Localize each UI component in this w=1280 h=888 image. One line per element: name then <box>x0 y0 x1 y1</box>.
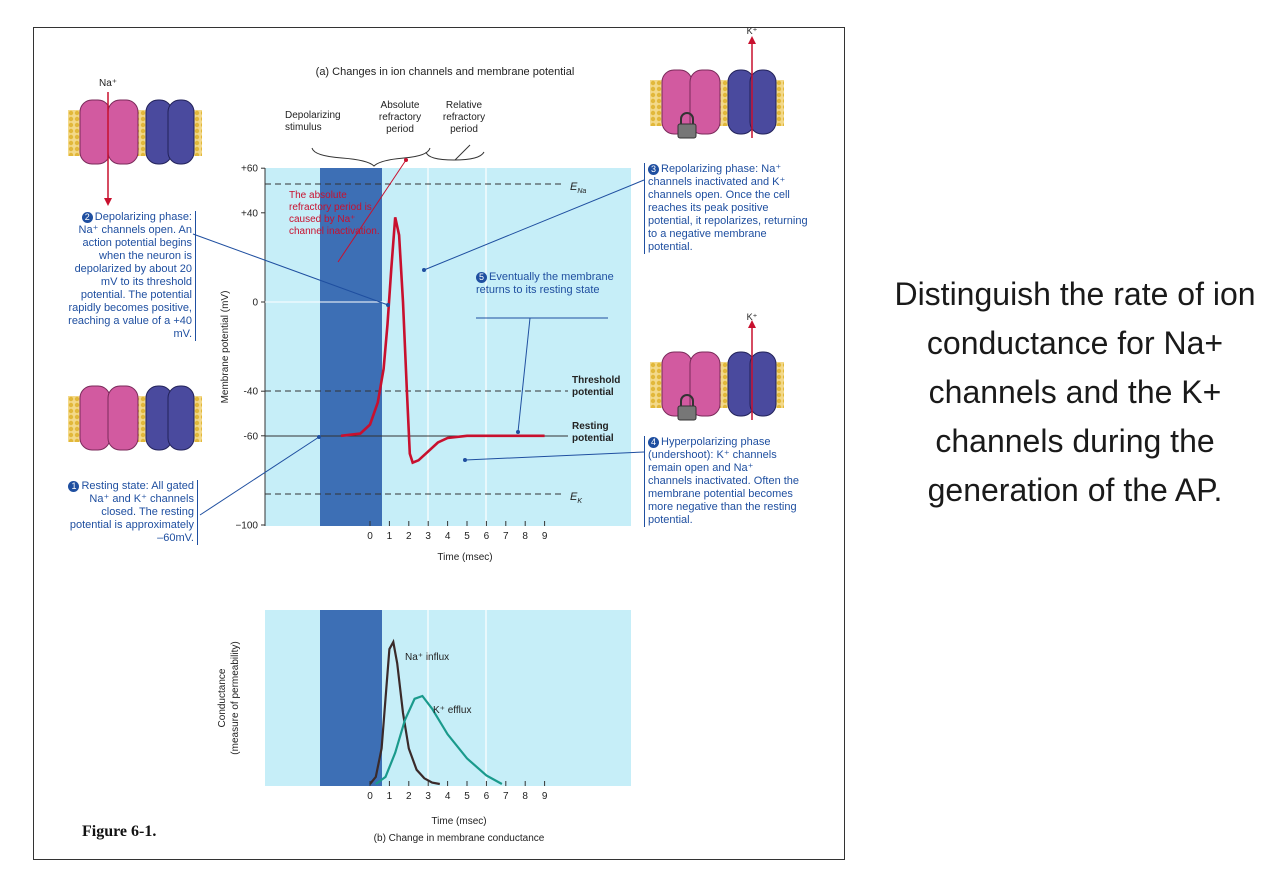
x-tick-label: 3 <box>425 791 431 802</box>
arp-bracket <box>311 147 431 167</box>
ek-label: EK <box>570 491 582 505</box>
panel-a-x-label: Time (msec) <box>437 552 492 563</box>
arp-note: The absolute refractory period is caused… <box>289 190 380 237</box>
note5-pointer-dot <box>516 430 520 434</box>
arp-label: Absolute refractory period <box>378 100 422 135</box>
note-3-number: 3 <box>648 164 659 175</box>
k-efflux-label: K⁺ efflux <box>433 705 471 716</box>
note-5-text: Eventually the membrane returns to its r… <box>476 271 614 296</box>
x-tick-label: 3 <box>425 531 431 542</box>
panel-a-y-ticks: +60 +40 0 -40 -60 −100 <box>235 164 265 532</box>
ena-label: ENa <box>570 181 586 195</box>
na-conductance-curve <box>369 638 440 786</box>
note-5-number: 5 <box>476 272 487 283</box>
x-tick-label: 5 <box>464 791 470 802</box>
x-tick-label: 0 <box>367 791 373 802</box>
k-conductance-curve <box>375 694 503 785</box>
x-tick-label: 6 <box>484 531 490 542</box>
x-tick-label: 2 <box>406 531 412 542</box>
note-3-text: Repolarizing phase: Na⁺ channels inactiv… <box>648 163 808 253</box>
panel-b-x-label: Time (msec) <box>431 816 486 827</box>
x-tick-label: 6 <box>484 791 490 802</box>
k-ion-label-top: K⁺ <box>747 26 758 36</box>
note2-pointer <box>192 233 389 306</box>
y-tick-label: +40 <box>241 208 258 219</box>
panel-a-title: (a) Changes in ion channels and membrane… <box>316 66 575 78</box>
rrp-bracket-pointer <box>454 144 471 161</box>
note-4-text: Hyperpolarizing phase (undershoot): K⁺ c… <box>648 436 800 526</box>
arp-note-pointer <box>337 159 407 263</box>
panel-b-title: (b) Change in membrane conductance <box>374 833 545 844</box>
note-2-text: Depolarizing phase: Na⁺ channels open. A… <box>68 211 192 340</box>
panel-a-x-ticks: 0 1 2 3 4 5 6 7 8 9 <box>367 521 548 542</box>
note2-pointer-dot <box>386 303 390 307</box>
rrp-bracket <box>425 151 485 161</box>
x-tick-label: 4 <box>445 531 451 542</box>
panel-a-y-label: Membrane potential (mV) <box>220 291 231 404</box>
x-tick-label: 2 <box>406 791 412 802</box>
note3-pointer-dot <box>422 268 426 272</box>
y-tick-label: −100 <box>235 521 258 532</box>
stimulus-label: Depolarizing stimulus <box>285 110 341 133</box>
k-ion-label-right: K⁺ <box>747 312 758 322</box>
panel-b-y-label: Conductance (measure of permeability) <box>217 641 241 754</box>
channel-illustration-left <box>68 385 202 451</box>
note1-pointer-dot <box>317 435 321 439</box>
note-2: 2 Depolarizing phase: Na⁺ channels open. … <box>60 211 196 341</box>
question-text: Distinguish the rate of ion conductance … <box>894 276 1256 508</box>
panel-b-x-ticks: 0 1 2 3 4 5 6 7 8 9 <box>367 781 548 802</box>
threshold-label: Threshold potential <box>572 375 621 398</box>
x-tick-label: 7 <box>503 791 509 802</box>
x-tick-label: 8 <box>522 791 528 802</box>
note4-pointer <box>464 451 645 461</box>
arp-pointer-dot <box>404 158 408 162</box>
y-tick-label: -60 <box>244 431 259 442</box>
x-tick-label: 9 <box>542 791 548 802</box>
note4-pointer-dot <box>463 458 467 462</box>
y-tick-label: +60 <box>241 164 258 175</box>
x-tick-label: 7 <box>503 531 509 542</box>
channel-illustration-top-left <box>68 92 202 206</box>
figure-label: Figure 6-1. <box>82 823 157 840</box>
note-1-number: 1 <box>68 481 80 492</box>
na-ion-label-top: Na⁺ <box>99 78 117 89</box>
note-1: 1 Resting state: All gated Na⁺ and K⁺ cha… <box>66 480 198 545</box>
action-potential-curve <box>340 217 545 465</box>
channel-illustration-top-right <box>650 36 784 139</box>
note-5: 5 Eventually the membrane returns to its … <box>476 271 616 297</box>
rrp-label: Relative refractory period <box>442 100 486 135</box>
note-1-text: Resting state: All gated Na⁺ and K⁺ chan… <box>69 480 194 544</box>
note-4: 4 Hyperpolarizing phase (undershoot): K⁺ … <box>644 436 800 527</box>
note-2-number: 2 <box>81 212 93 223</box>
x-tick-label: 9 <box>542 531 548 542</box>
panel-b-background <box>265 610 631 786</box>
x-tick-label: 0 <box>367 531 373 542</box>
resting-label: Resting potential <box>572 421 614 444</box>
x-tick-label: 1 <box>387 531 393 542</box>
note3-pointer <box>423 179 645 271</box>
x-tick-label: 5 <box>464 531 470 542</box>
y-tick-label: -40 <box>244 387 259 398</box>
note1-pointer <box>199 436 320 516</box>
stimulus-band <box>320 168 382 526</box>
note-3: 3 Repolarizing phase: Na⁺ channels inacti… <box>644 163 808 254</box>
note5-pointer <box>517 317 531 433</box>
y-tick-label: 0 <box>252 298 258 309</box>
note-4-number: 4 <box>648 437 659 448</box>
x-tick-label: 1 <box>387 791 393 802</box>
na-influx-label: Na⁺ influx <box>405 652 449 663</box>
channel-illustration-right <box>650 320 784 421</box>
panel-b-stimulus-band <box>320 610 382 786</box>
x-tick-label: 8 <box>522 531 528 542</box>
x-tick-label: 4 <box>445 791 451 802</box>
